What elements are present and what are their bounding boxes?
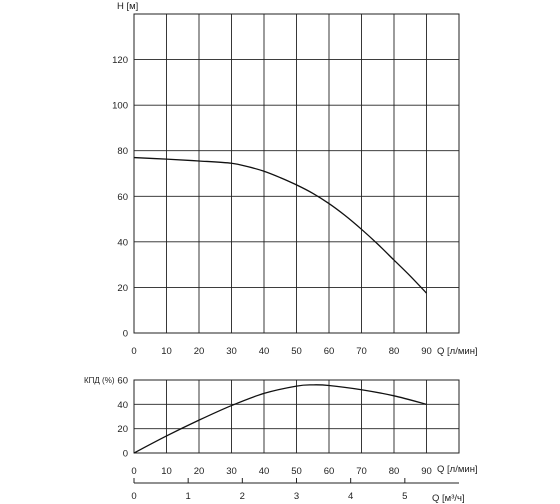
head-y-tick-label: 20 [117,283,128,294]
eff-y-tick-label: 20 [117,424,128,435]
eff-x-tick-label: 60 [324,466,335,477]
eff-y-tick-label: 60 [117,376,128,387]
head-grid [133,13,460,334]
head-x-tick-label: 40 [259,346,270,357]
head-x-tick-label: 80 [389,346,400,357]
eff-x-tick-label: 50 [291,466,302,477]
eff-x-tick-label: 70 [356,466,367,477]
eff-x-tick-label: 40 [259,466,270,477]
eff-x-tick-label: 10 [161,466,172,477]
eff-x-tick-label: 30 [226,466,237,477]
head-x-tick-label: 30 [226,346,237,357]
head-x-ticks: 0 10 20 30 40 50 60 70 80 90 [131,346,431,357]
eff-x-tick-label: 0 [131,466,136,477]
eff-y-tick-label: 40 [117,400,128,411]
eff-y-tick-label: 0 [123,449,128,460]
head-x-tick-label: 20 [194,346,205,357]
head-y-tick-label: 100 [112,101,128,112]
head-x-tick-label: 10 [161,346,172,357]
flow-m3h-axis: 0 1 2 3 4 5 Q [м³/ч] [131,478,465,504]
head-y-tick-label: 80 [117,146,128,157]
head-y-ticks: 0 20 40 60 80 100 120 [112,55,128,339]
flow-m3h-tick-label: 2 [240,491,245,502]
eff-x-tick-label: 80 [389,466,400,477]
eff-x-tick-label: 90 [421,466,432,477]
head-y-tick-label: 60 [117,192,128,203]
flow-m3h-tick-label: 0 [131,491,136,502]
flow-m3h-tick-label: 3 [294,491,299,502]
flow-m3h-tick-label: 4 [348,491,353,502]
head-chart: 0 20 40 60 80 100 120 0 10 20 30 40 50 60 70 80 90 H [м… [112,1,477,357]
efficiency-chart: 0 20 40 60 0 10 20 30 40 50 60 70 80 90 КПД (%) Q [л… [84,376,478,478]
head-y-axis-label: H [м] [117,1,138,12]
head-x-tick-label: 70 [356,346,367,357]
head-x-tick-label: 50 [291,346,302,357]
flow-m3h-tick-label: 1 [186,491,191,502]
flow-m3h-ticks: 0 1 2 3 4 5 [131,478,407,502]
efficiency-y-ticks: 0 20 40 60 [117,376,128,460]
efficiency-x-axis-label: Q [л/мин] [437,464,478,475]
head-curve-series [133,156,427,294]
eff-x-tick-label: 20 [194,466,205,477]
efficiency-curve-series [133,384,427,454]
efficiency-x-ticks: 0 10 20 30 40 50 60 70 80 90 [131,466,431,477]
head-x-tick-label: 0 [131,346,136,357]
head-y-tick-label: 40 [117,237,128,248]
efficiency-y-axis-label: КПД (%) [84,376,115,385]
head-x-tick-label: 90 [421,346,432,357]
efficiency-grid [133,379,460,454]
flow-m3h-axis-label: Q [м³/ч] [432,493,465,504]
head-y-tick-label: 0 [123,329,128,340]
head-x-tick-label: 60 [324,346,335,357]
flow-m3h-tick-label: 5 [402,491,407,502]
head-x-axis-label: Q [л/мин] [437,346,478,357]
head-y-tick-label: 120 [112,55,128,66]
